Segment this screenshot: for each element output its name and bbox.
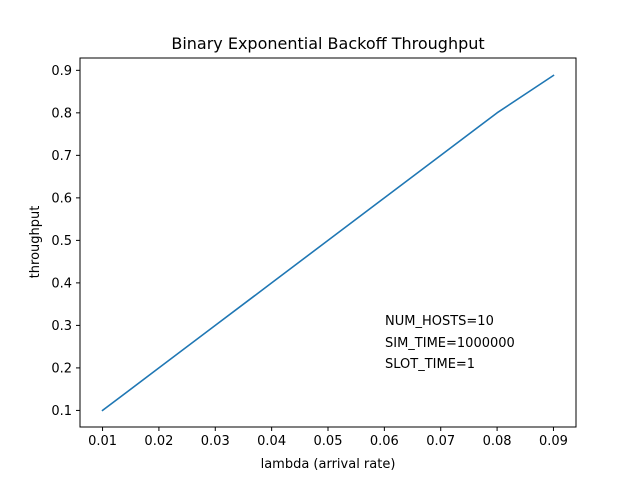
y-tick-label: 0.2 [51,361,72,376]
y-tick-label: 0.3 [51,319,72,334]
x-axis-label: lambda (arrival rate) [261,457,396,472]
series-layer [101,74,555,412]
x-tick-label: 0.04 [257,434,286,449]
y-tick-label: 0.1 [51,404,72,419]
y-tick-label: 0.7 [51,149,72,164]
x-tick-label: 0.03 [201,434,230,449]
x-tick-label: 0.06 [370,434,399,449]
annotation-block: NUM_HOSTS=10 SIM_TIME=1000000 SLOT_TIME=… [385,314,515,372]
y-tick-label: 0.5 [51,234,72,249]
series-line-0 [101,74,555,412]
annotation-num-hosts: NUM_HOSTS=10 [385,314,494,329]
x-tick-label: 0.05 [314,434,343,449]
y-axis: 0.1 0.2 0.3 0.4 0.5 0.6 0.7 0.8 0.9 [51,64,80,419]
plot-frame [79,57,577,428]
x-tick-label: 0.07 [426,434,455,449]
annotation-slot-time: SLOT_TIME=1 [385,357,475,372]
x-tick-label: 0.01 [88,434,117,449]
y-tick-label: 0.6 [51,191,72,206]
x-tick-label: 0.02 [144,434,173,449]
x-tick-label: 0.09 [539,434,568,449]
x-tick-label: 0.08 [483,434,512,449]
annotation-sim-time: SIM_TIME=1000000 [385,336,515,351]
y-tick-label: 0.9 [51,64,72,79]
y-axis-label: throughput [28,206,43,279]
chart-title: Binary Exponential Backoff Throughput [171,34,484,53]
x-axis: 0.01 0.02 0.03 0.04 0.05 0.06 0.07 0.08 0.09 [88,427,568,449]
y-tick-label: 0.4 [51,276,72,291]
y-tick-label: 0.8 [51,106,72,121]
